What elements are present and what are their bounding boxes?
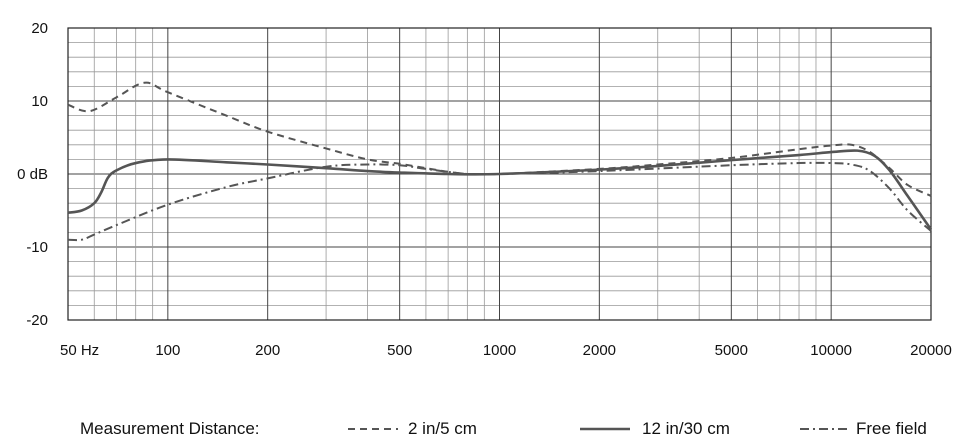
x-tick-label: 5000 [715, 342, 748, 359]
series-line-2in-5cm [67, 81, 932, 197]
y-tick-label: -20 [26, 312, 48, 329]
x-tick-label: 2000 [583, 342, 616, 359]
legend-label: Free field [856, 419, 927, 438]
x-tick-label: 20000 [910, 342, 952, 359]
series-lines [67, 81, 933, 242]
y-tick-label: -10 [26, 239, 48, 256]
legend-label: 2 in/5 cm [408, 419, 477, 438]
x-axis-tick-labels: 50 Hz 100 200 500 1000 2000 5000 10000 20000 [60, 342, 952, 359]
y-tick-label: 0 dB [17, 166, 48, 183]
legend: Measurement Distance: 2 in/5 cm 12 in/30 … [80, 419, 927, 438]
series-line-12in-30cm [67, 149, 933, 231]
y-tick-label: 20 [31, 20, 48, 37]
x-tick-label: 10000 [810, 342, 852, 359]
series-line-free-field [67, 161, 932, 242]
legend-label: 12 in/30 cm [642, 419, 730, 438]
legend-title: Measurement Distance: [80, 419, 260, 438]
x-tick-label: 500 [387, 342, 412, 359]
x-tick-label: 1000 [483, 342, 516, 359]
x-tick-label: 100 [155, 342, 180, 359]
y-tick-label: 10 [31, 93, 48, 110]
y-axis-tick-labels: 20 10 0 dB -10 -20 [17, 20, 48, 329]
plot-frame [67, 27, 932, 321]
x-tick-label: 50 Hz [60, 342, 99, 359]
grid [68, 28, 931, 320]
x-tick-label: 200 [255, 342, 280, 359]
